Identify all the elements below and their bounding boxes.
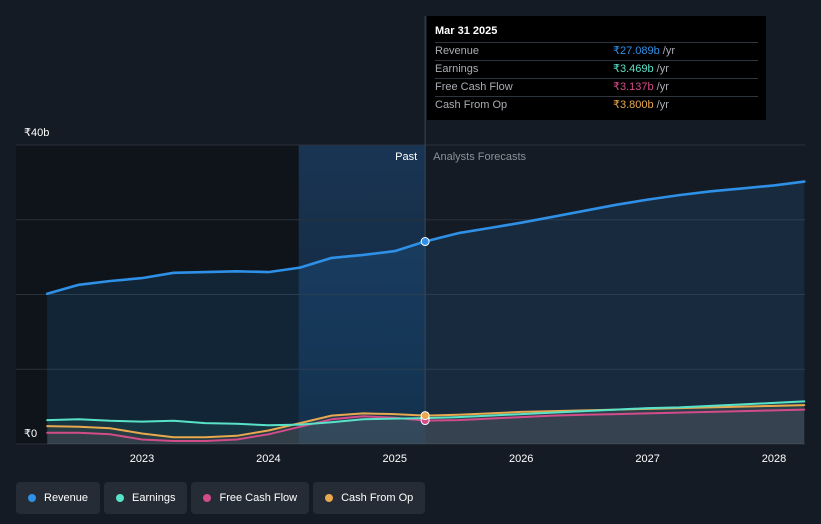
tooltip-row-earnings: Earnings ₹3.469b /yr — [435, 60, 758, 78]
tooltip-value: ₹27.089b — [613, 45, 660, 57]
hover-point-cfo — [420, 411, 430, 421]
hover-tooltip: Mar 31 2025 Revenue ₹27.089b /yr Earning… — [427, 16, 766, 120]
legend-label: Cash From Op — [341, 492, 414, 504]
tooltip-unit: /yr — [656, 99, 669, 111]
legend-label: Earnings — [132, 492, 176, 504]
legend-item-revenue[interactable]: Revenue — [16, 482, 101, 514]
legend-label: Free Cash Flow — [219, 492, 298, 504]
tooltip-label: Free Cash Flow — [435, 81, 513, 93]
hover-point-revenue — [420, 237, 430, 247]
x-tick-label: 2028 — [762, 453, 786, 465]
x-tick-label: 2025 — [383, 453, 407, 465]
legend-item-earnings[interactable]: Earnings — [104, 482, 188, 514]
legend-item-cash-from-op[interactable]: Cash From Op — [313, 482, 426, 514]
series-area-fcf — [47, 409, 805, 444]
chart-legend: Revenue Earnings Free Cash Flow Cash Fro… — [16, 482, 426, 514]
tooltip-unit: /yr — [656, 63, 669, 75]
tooltip-label: Revenue — [435, 45, 480, 57]
tooltip-value: ₹3.469b — [613, 63, 654, 75]
tooltip-row-revenue: Revenue ₹27.089b /yr — [435, 42, 758, 60]
tooltip-row-cfo: Cash From Op ₹3.800b /yr — [435, 96, 758, 114]
revenue-dot-icon — [28, 494, 36, 502]
x-tick-label: 2023 — [130, 453, 154, 465]
region-label-past: Past — [395, 151, 417, 163]
x-tick-label: 2026 — [509, 453, 533, 465]
tooltip-value: ₹3.137b — [613, 81, 654, 93]
tooltip-label: Cash From Op — [435, 99, 508, 111]
region-label-forecast: Analysts Forecasts — [433, 151, 526, 163]
x-tick-label: 2027 — [635, 453, 659, 465]
y-tick-label: ₹0 — [24, 428, 37, 440]
free-cash-flow-dot-icon — [203, 494, 212, 502]
tooltip-row-fcf: Free Cash Flow ₹3.137b /yr — [435, 78, 758, 96]
legend-label: Revenue — [44, 492, 89, 504]
series-area-revenue — [47, 181, 805, 444]
tooltip-label: Earnings — [435, 63, 479, 75]
earnings-dot-icon — [116, 494, 125, 502]
x-tick-label: 2024 — [256, 453, 280, 465]
cash-from-op-dot-icon — [325, 494, 334, 502]
y-tick-label: ₹40b — [24, 127, 49, 139]
legend-item-free-cash-flow[interactable]: Free Cash Flow — [191, 482, 310, 514]
tooltip-unit: /yr — [662, 45, 675, 57]
tooltip-unit: /yr — [656, 81, 669, 93]
tooltip-value: ₹3.800b — [613, 99, 654, 111]
tooltip-date: Mar 31 2025 — [435, 25, 498, 37]
